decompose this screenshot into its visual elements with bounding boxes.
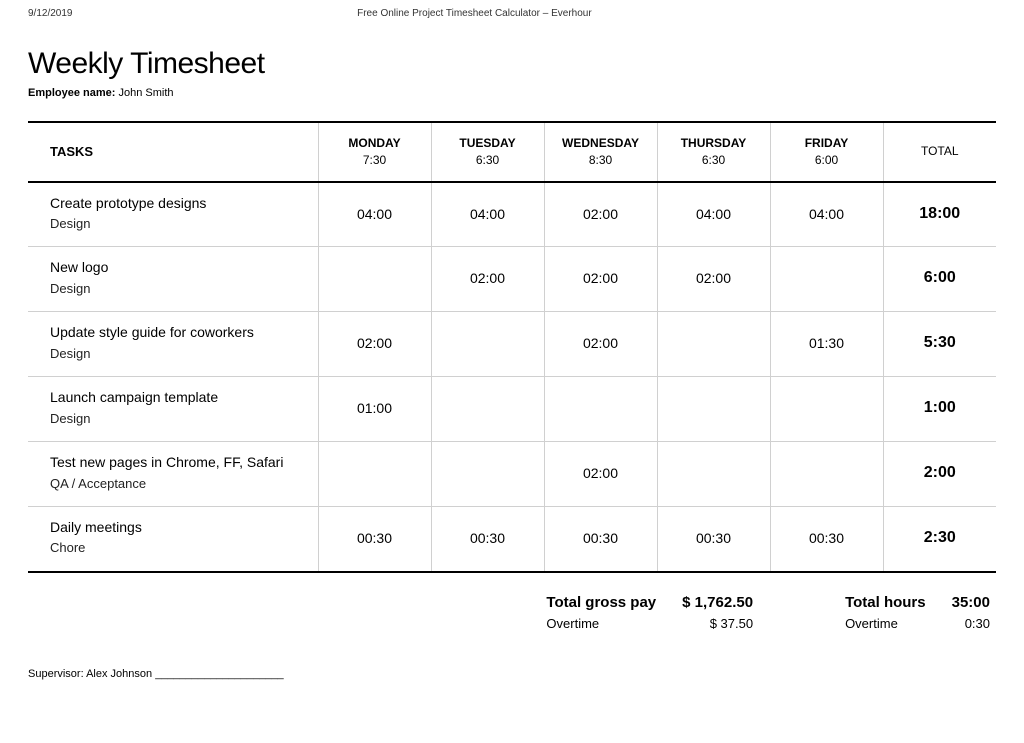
summary-pay-labels: Total gross pay Overtime [546, 591, 656, 634]
task-name: Update style guide for coworkers [50, 322, 314, 344]
task-name: New logo [50, 257, 314, 279]
task-name: Create prototype designs [50, 193, 314, 215]
document-print-header: 9/12/2019 Free Online Project Timesheet … [28, 8, 996, 19]
table-row: New logoDesign02:0002:0002:006:00 [28, 247, 996, 312]
print-date: 9/12/2019 [28, 8, 357, 19]
supervisor-line: Supervisor: Alex Johnson _______________… [28, 668, 996, 680]
task-name: Launch campaign template [50, 387, 314, 409]
table-row: Create prototype designsDesign04:0004:00… [28, 182, 996, 247]
time-cell: 00:30 [657, 506, 770, 571]
overtime-hours-label: Overtime [845, 614, 926, 634]
time-cell: 02:00 [318, 312, 431, 377]
summary-section: Total gross pay Overtime $ 1,762.50 $ 37… [28, 591, 996, 634]
print-title: Free Online Project Timesheet Calculator… [357, 8, 996, 19]
time-cell: 04:00 [770, 182, 883, 247]
task-name: Daily meetings [50, 517, 314, 539]
total-hours-label: Total hours [845, 591, 926, 614]
page-title: Weekly Timesheet [28, 47, 996, 81]
task-category: Design [50, 409, 314, 429]
tasks-header: TASKS [28, 122, 318, 182]
time-cell: 04:00 [431, 182, 544, 247]
time-cell: 01:30 [770, 312, 883, 377]
table-row: Update style guide for coworkersDesign02… [28, 312, 996, 377]
summary-hours-values: 35:00 0:30 [952, 591, 990, 634]
employee-label: Employee name: [28, 87, 115, 99]
row-total: 2:00 [883, 441, 996, 506]
task-name: Test new pages in Chrome, FF, Safari [50, 452, 314, 474]
time-cell [657, 312, 770, 377]
time-cell [770, 247, 883, 312]
task-cell: Launch campaign templateDesign [28, 377, 318, 442]
summary-hours-labels: Total hours Overtime [845, 591, 926, 634]
task-cell: Update style guide for coworkersDesign [28, 312, 318, 377]
employee-line: Employee name: John Smith [28, 87, 996, 99]
time-cell [770, 441, 883, 506]
table-row: Daily meetingsChore00:3000:3000:3000:300… [28, 506, 996, 571]
time-cell [431, 377, 544, 442]
time-cell: 00:30 [544, 506, 657, 571]
overtime-pay-label: Overtime [546, 614, 656, 634]
row-total: 2:30 [883, 506, 996, 571]
task-category: Design [50, 279, 314, 299]
time-cell: 01:00 [318, 377, 431, 442]
table-header-row: TASKSMONDAY7:30TUESDAY6:30WEDNESDAY8:30T… [28, 122, 996, 182]
row-total: 6:00 [883, 247, 996, 312]
time-cell: 02:00 [431, 247, 544, 312]
day-header: THURSDAY6:30 [657, 122, 770, 182]
time-cell: 02:00 [544, 182, 657, 247]
time-cell: 02:00 [544, 247, 657, 312]
time-cell: 00:30 [318, 506, 431, 571]
table-row: Test new pages in Chrome, FF, SafariQA /… [28, 441, 996, 506]
gross-pay-label: Total gross pay [546, 591, 656, 614]
table-row: Launch campaign templateDesign01:00 1:00 [28, 377, 996, 442]
time-cell [657, 377, 770, 442]
total-header: TOTAL [883, 122, 996, 182]
task-cell: New logoDesign [28, 247, 318, 312]
employee-name: John Smith [118, 87, 173, 99]
supervisor-label: Supervisor: [28, 668, 84, 680]
timesheet-table: TASKSMONDAY7:30TUESDAY6:30WEDNESDAY8:30T… [28, 121, 996, 573]
day-header: FRIDAY6:00 [770, 122, 883, 182]
time-cell: 02:00 [657, 247, 770, 312]
time-cell: 02:00 [544, 441, 657, 506]
signature-line: _____________________ [155, 668, 283, 680]
time-cell [318, 247, 431, 312]
task-category: Design [50, 214, 314, 234]
day-header: MONDAY7:30 [318, 122, 431, 182]
time-cell [544, 377, 657, 442]
overtime-pay-value: $ 37.50 [682, 614, 753, 634]
time-cell: 00:30 [770, 506, 883, 571]
supervisor-name: Alex Johnson [86, 668, 152, 680]
summary-pay-values: $ 1,762.50 $ 37.50 [682, 591, 753, 634]
time-cell: 04:00 [657, 182, 770, 247]
time-cell: 04:00 [318, 182, 431, 247]
time-cell [657, 441, 770, 506]
overtime-hours-value: 0:30 [952, 614, 990, 634]
time-cell: 02:00 [544, 312, 657, 377]
task-category: QA / Acceptance [50, 474, 314, 494]
time-cell [431, 441, 544, 506]
time-cell [431, 312, 544, 377]
row-total: 5:30 [883, 312, 996, 377]
total-hours-value: 35:00 [952, 591, 990, 614]
row-total: 18:00 [883, 182, 996, 247]
row-total: 1:00 [883, 377, 996, 442]
task-cell: Test new pages in Chrome, FF, SafariQA /… [28, 441, 318, 506]
day-header: TUESDAY6:30 [431, 122, 544, 182]
time-cell [770, 377, 883, 442]
task-cell: Daily meetingsChore [28, 506, 318, 571]
gross-pay-value: $ 1,762.50 [682, 591, 753, 614]
task-category: Design [50, 344, 314, 364]
time-cell [318, 441, 431, 506]
day-header: WEDNESDAY8:30 [544, 122, 657, 182]
task-category: Chore [50, 538, 314, 558]
task-cell: Create prototype designsDesign [28, 182, 318, 247]
time-cell: 00:30 [431, 506, 544, 571]
table-body: Create prototype designsDesign04:0004:00… [28, 182, 996, 572]
